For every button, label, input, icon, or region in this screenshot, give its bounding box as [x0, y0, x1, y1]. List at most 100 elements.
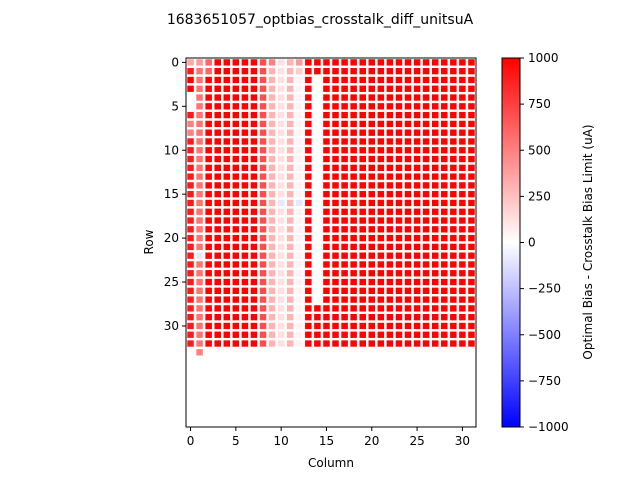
heatmap-cell	[250, 191, 258, 198]
heatmap-cell	[441, 191, 448, 198]
heatmap-cell	[450, 340, 457, 347]
heatmap-cell	[250, 314, 258, 321]
heatmap-cell	[404, 68, 412, 75]
heatmap-cell	[377, 129, 385, 136]
heatmap-cell	[341, 103, 348, 110]
heatmap-cell	[286, 261, 294, 268]
heatmap-cell	[232, 94, 240, 101]
heatmap-cell	[187, 59, 194, 66]
heatmap-cell	[422, 252, 430, 259]
heatmap-cell	[259, 103, 267, 110]
heatmap-cell	[323, 103, 330, 110]
heatmap-cell	[431, 191, 439, 198]
heatmap-cell	[459, 76, 466, 84]
heatmap-cell	[323, 94, 330, 101]
heatmap-cell	[305, 85, 312, 92]
heatmap-cell	[223, 217, 231, 224]
heatmap-cell	[268, 111, 276, 119]
heatmap-cell	[359, 85, 366, 92]
heatmap-cell	[196, 85, 203, 92]
heatmap-cell	[277, 182, 285, 189]
heatmap-cell	[332, 182, 339, 189]
heatmap-cell	[205, 270, 212, 277]
heatmap-cell	[323, 234, 330, 242]
heatmap-cell	[187, 252, 194, 259]
heatmap-cell	[332, 208, 339, 215]
heatmap-cell	[232, 234, 240, 242]
heatmap-cell	[323, 322, 330, 330]
heatmap-cell	[450, 191, 457, 198]
heatmap-cell	[386, 252, 394, 259]
heatmap-cell	[422, 138, 430, 145]
heatmap-cell	[241, 94, 249, 101]
heatmap-cell	[250, 155, 258, 163]
heatmap-cell	[395, 94, 403, 101]
heatmap-cell	[250, 270, 258, 277]
heatmap-cell	[422, 191, 430, 198]
heatmap-cell	[413, 111, 421, 119]
colorbar-tick-label: 250	[528, 189, 551, 203]
heatmap-cell	[459, 234, 466, 242]
heatmap-cell	[268, 103, 276, 110]
heatmap-cell	[314, 226, 321, 233]
heatmap-cell	[305, 103, 312, 110]
heatmap-cell	[422, 234, 430, 242]
heatmap-cell	[214, 314, 221, 321]
heatmap-cell	[241, 331, 249, 338]
heatmap-cell	[250, 164, 258, 171]
heatmap-cell	[250, 296, 258, 303]
heatmap-cell	[305, 278, 312, 286]
heatmap-cell	[368, 278, 376, 286]
heatmap-cell	[459, 322, 466, 330]
heatmap-cell	[268, 199, 276, 207]
heatmap-cell	[259, 270, 267, 277]
heatmap-cell	[259, 68, 267, 75]
heatmap-cell	[332, 261, 339, 268]
heatmap-cell	[205, 305, 212, 312]
heatmap-cell	[296, 85, 303, 92]
heatmap-cell	[368, 226, 376, 233]
heatmap-cell	[459, 252, 466, 259]
heatmap-cell	[296, 234, 303, 242]
heatmap-cell	[431, 305, 439, 312]
heatmap-cell	[422, 322, 430, 330]
heatmap-cell	[386, 270, 394, 277]
heatmap-cell	[468, 173, 475, 180]
heatmap-cell	[323, 217, 330, 224]
heatmap-cell	[259, 331, 267, 338]
heatmap-cell	[341, 138, 348, 145]
heatmap-cell	[341, 182, 348, 189]
heatmap-cell	[241, 85, 249, 92]
y-axis-label: Row	[142, 229, 156, 254]
heatmap-cell	[214, 234, 221, 242]
heatmap-cell	[223, 85, 231, 92]
heatmap-cell	[332, 270, 339, 277]
heatmap-cell	[395, 305, 403, 312]
heatmap-cell	[368, 252, 376, 259]
heatmap-cell	[286, 120, 294, 128]
heatmap-cell	[214, 94, 221, 101]
heatmap-cell	[187, 305, 194, 312]
colorbar-tick-label: −250	[528, 282, 561, 296]
heatmap-cell	[468, 226, 475, 233]
heatmap-cell	[386, 120, 394, 128]
heatmap-cell	[377, 305, 385, 312]
heatmap-cell	[241, 287, 249, 294]
heatmap-cell	[305, 173, 312, 180]
heatmap-cell	[459, 191, 466, 198]
heatmap-cell	[422, 103, 430, 110]
heatmap-cell	[268, 331, 276, 338]
heatmap-cell	[314, 340, 321, 347]
heatmap-cell	[441, 129, 448, 136]
heatmap-cell	[404, 76, 412, 84]
heatmap-cell	[332, 191, 339, 198]
heatmap-cell	[187, 199, 194, 207]
heatmap-cell	[232, 305, 240, 312]
heatmap-cell	[286, 111, 294, 119]
heatmap-cell	[377, 252, 385, 259]
heatmap-cell	[196, 340, 203, 347]
heatmap-cell	[277, 208, 285, 215]
heatmap-cell	[341, 120, 348, 128]
heatmap-cell	[422, 208, 430, 215]
